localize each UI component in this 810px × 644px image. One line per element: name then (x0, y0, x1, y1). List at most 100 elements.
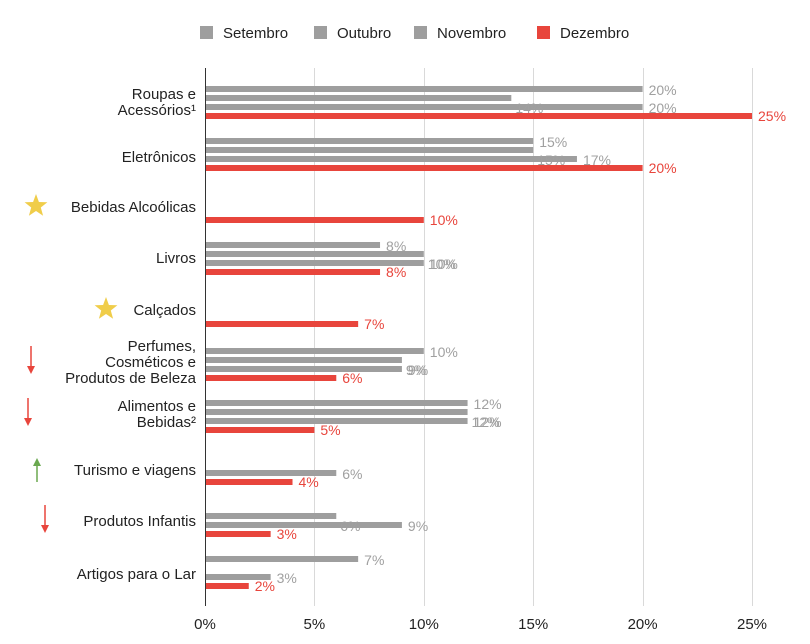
bar-novembro (205, 260, 424, 266)
category-label: Livros (156, 250, 196, 267)
data-label-dezembro: 6% (342, 370, 362, 386)
category-label: Cosméticos e (105, 354, 196, 371)
data-label-novembro: 6% (342, 466, 362, 482)
bar-novembro (205, 104, 643, 110)
bar-novembro (205, 418, 468, 424)
category-label: Acessórios¹ (118, 102, 196, 119)
arrow-down-icon (41, 505, 49, 533)
data-label-outubro: 10% (428, 256, 456, 272)
category-label: Produtos Infantis (83, 513, 196, 530)
data-label-novembro: 9% (408, 362, 428, 378)
category-label: Roupas e (132, 86, 196, 103)
data-label-novembro: 3% (277, 570, 297, 586)
legend-label-novembro: Novembro (437, 25, 506, 42)
arrow-down-icon (27, 346, 35, 374)
bar-dezembro (205, 531, 271, 537)
legend-swatch-dezembro (537, 26, 550, 39)
bar-setembro (205, 242, 381, 248)
data-label-setembro: 8% (386, 238, 406, 254)
data-label-setembro: 15% (539, 134, 567, 150)
data-label-dezembro: 10% (430, 212, 458, 228)
bar-outubro (205, 95, 512, 101)
category-label: Produtos de Beleza (65, 370, 197, 387)
bar-dezembro (205, 321, 359, 327)
category-label: Calçados (133, 302, 196, 319)
x-tick-label: 5% (304, 616, 326, 633)
bar-dezembro (205, 427, 315, 433)
legend-swatch-outubro (314, 26, 327, 39)
data-label-novembro: 20% (649, 100, 677, 116)
bar-novembro (205, 156, 577, 162)
bar-setembro (205, 138, 534, 144)
data-label-outubro: 15% (537, 152, 565, 168)
data-label-dezembro: 5% (320, 422, 340, 438)
legend-swatch-setembro (200, 26, 213, 39)
data-label-dezembro: 3% (277, 526, 297, 542)
bar-dezembro (205, 375, 337, 381)
legend-label-outubro: Outubro (337, 25, 391, 42)
arrow-up-icon (33, 458, 41, 482)
bar-novembro (205, 522, 402, 528)
category-label: Eletrônicos (122, 149, 196, 166)
data-label-setembro: 12% (474, 396, 502, 412)
legend-swatch-novembro (414, 26, 427, 39)
data-label-novembro: 17% (583, 152, 611, 168)
data-labels: 20% 14% 20% 25% 15% 15% 17% 20% 10% 8% 10% 10% 8% 7% 1… (255, 82, 786, 594)
bar-dezembro (205, 479, 293, 485)
category-markers (24, 194, 118, 533)
bar-setembro (205, 556, 359, 562)
arrow-down-icon (24, 398, 32, 426)
category-label: Turismo e viagens (74, 462, 196, 479)
bar-dezembro (205, 269, 381, 275)
bar-dezembro (205, 165, 643, 171)
data-label-setembro: 20% (649, 82, 677, 98)
category-label: Artigos para o Lar (77, 566, 196, 583)
data-label-outubro: 9% (406, 362, 426, 378)
bar-setembro (205, 86, 643, 92)
data-label-setembro: 10% (430, 344, 458, 360)
bar-dezembro (205, 583, 249, 589)
bar-outubro (205, 357, 402, 363)
legend-label-dezembro: Dezembro (560, 25, 629, 42)
bars (205, 86, 752, 589)
data-label-outubro: 12% (472, 414, 500, 430)
bar-novembro (205, 366, 402, 372)
bar-setembro (205, 400, 468, 406)
data-label-dezembro: 8% (386, 264, 406, 280)
category-label: Alimentos e (118, 398, 196, 415)
bar-novembro (205, 470, 337, 476)
x-tick-label: 10% (409, 616, 439, 633)
bar-outubro (205, 251, 424, 257)
data-label-dezembro: 4% (299, 474, 319, 490)
data-label-novembro: 12% (474, 414, 502, 430)
bar-dezembro (205, 217, 424, 223)
x-tick-label: 20% (628, 616, 658, 633)
bar-setembro (205, 348, 424, 354)
category-label: Perfumes, (128, 338, 196, 355)
category-label: Bebidas² (137, 414, 196, 431)
bar-outubro (205, 409, 468, 415)
x-tick-label: 15% (518, 616, 548, 633)
data-label-setembro: 7% (364, 552, 384, 568)
data-label-dezembro: 2% (255, 578, 275, 594)
bar-outubro (205, 513, 337, 519)
data-label-outubro: 14% (515, 100, 543, 116)
data-label-dezembro: 20% (649, 160, 677, 176)
bar-outubro (205, 147, 534, 153)
category-label: Bebidas Alcoólicas (71, 199, 196, 216)
star-icon (24, 194, 48, 216)
data-label-novembro: 9% (408, 518, 428, 534)
x-tick-label: 0% (194, 616, 216, 633)
x-axis-ticks: 0% 5% 10% 15% 20% 25% (194, 616, 767, 633)
star-icon (94, 297, 118, 319)
data-label-dezembro: 25% (758, 108, 786, 124)
data-label-novembro: 10% (430, 256, 458, 272)
x-tick-label: 25% (737, 616, 767, 633)
legend: Setembro Outubro Novembro Dezembro (200, 25, 629, 42)
bar-dezembro (205, 113, 752, 119)
legend-label-setembro: Setembro (223, 25, 288, 42)
data-label-outubro: 6% (340, 518, 360, 534)
bar-novembro (205, 574, 271, 580)
